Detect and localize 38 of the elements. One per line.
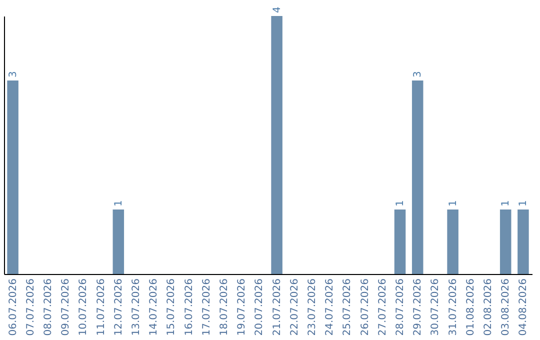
x-tick-label: 08.07.2026	[43, 278, 54, 336]
data-label: 1	[395, 200, 406, 206]
x-tick-label: 12.07.2026	[113, 278, 124, 336]
x-tick-label: 31.07.2026	[448, 278, 459, 336]
x-tick-label: 11.07.2026	[96, 278, 107, 336]
x-tick-label: 18.07.2026	[219, 278, 230, 336]
x-tick-label: 22.07.2026	[289, 278, 300, 336]
x-tick-label: 10.07.2026	[78, 278, 90, 336]
x-tick-label: 27.07.2026	[377, 278, 388, 336]
x-tick-label: 13.07.2026	[131, 278, 142, 336]
x-tick-label: 28.07.2026	[395, 278, 406, 336]
data-label: 1	[518, 200, 530, 206]
data-label: 4	[272, 6, 283, 13]
x-tick-label: 06.07.2026	[8, 278, 19, 336]
x-tick-label: 23.07.2026	[307, 278, 318, 336]
data-label: 3	[412, 71, 424, 78]
x-tick-label: 16.07.2026	[184, 278, 195, 336]
x-tick-label: 03.08.2026	[500, 278, 512, 336]
x-tick-label: 21.07.2026	[272, 278, 283, 336]
x-tick-label: 30.07.2026	[430, 278, 442, 336]
x-tick-label: 14.07.2026	[148, 278, 160, 336]
x-tick-label: 20.07.2026	[254, 278, 266, 336]
data-label: 3	[8, 71, 19, 78]
data-label: 1	[448, 200, 459, 206]
x-tick-label: 17.07.2026	[201, 278, 212, 336]
x-tick-label: 01.08.2026	[465, 278, 476, 336]
x-tick-label: 09.07.2026	[60, 278, 72, 336]
x-tick-label: 26.07.2026	[360, 278, 371, 336]
x-tick-label: 15.07.2026	[166, 278, 178, 336]
x-tick-label: 25.07.2026	[342, 278, 354, 336]
data-label: 1	[113, 200, 124, 206]
x-tick-label: 24.07.2026	[324, 278, 336, 336]
x-tick-label: 19.07.2026	[236, 278, 248, 336]
x-tick-label: 29.07.2026	[412, 278, 424, 336]
x-tick-label: 02.08.2026	[483, 278, 494, 336]
x-tick-label: 07.07.2026	[25, 278, 36, 336]
x-tick-label: 04.08.2026	[518, 278, 530, 336]
data-label: 1	[500, 200, 512, 206]
